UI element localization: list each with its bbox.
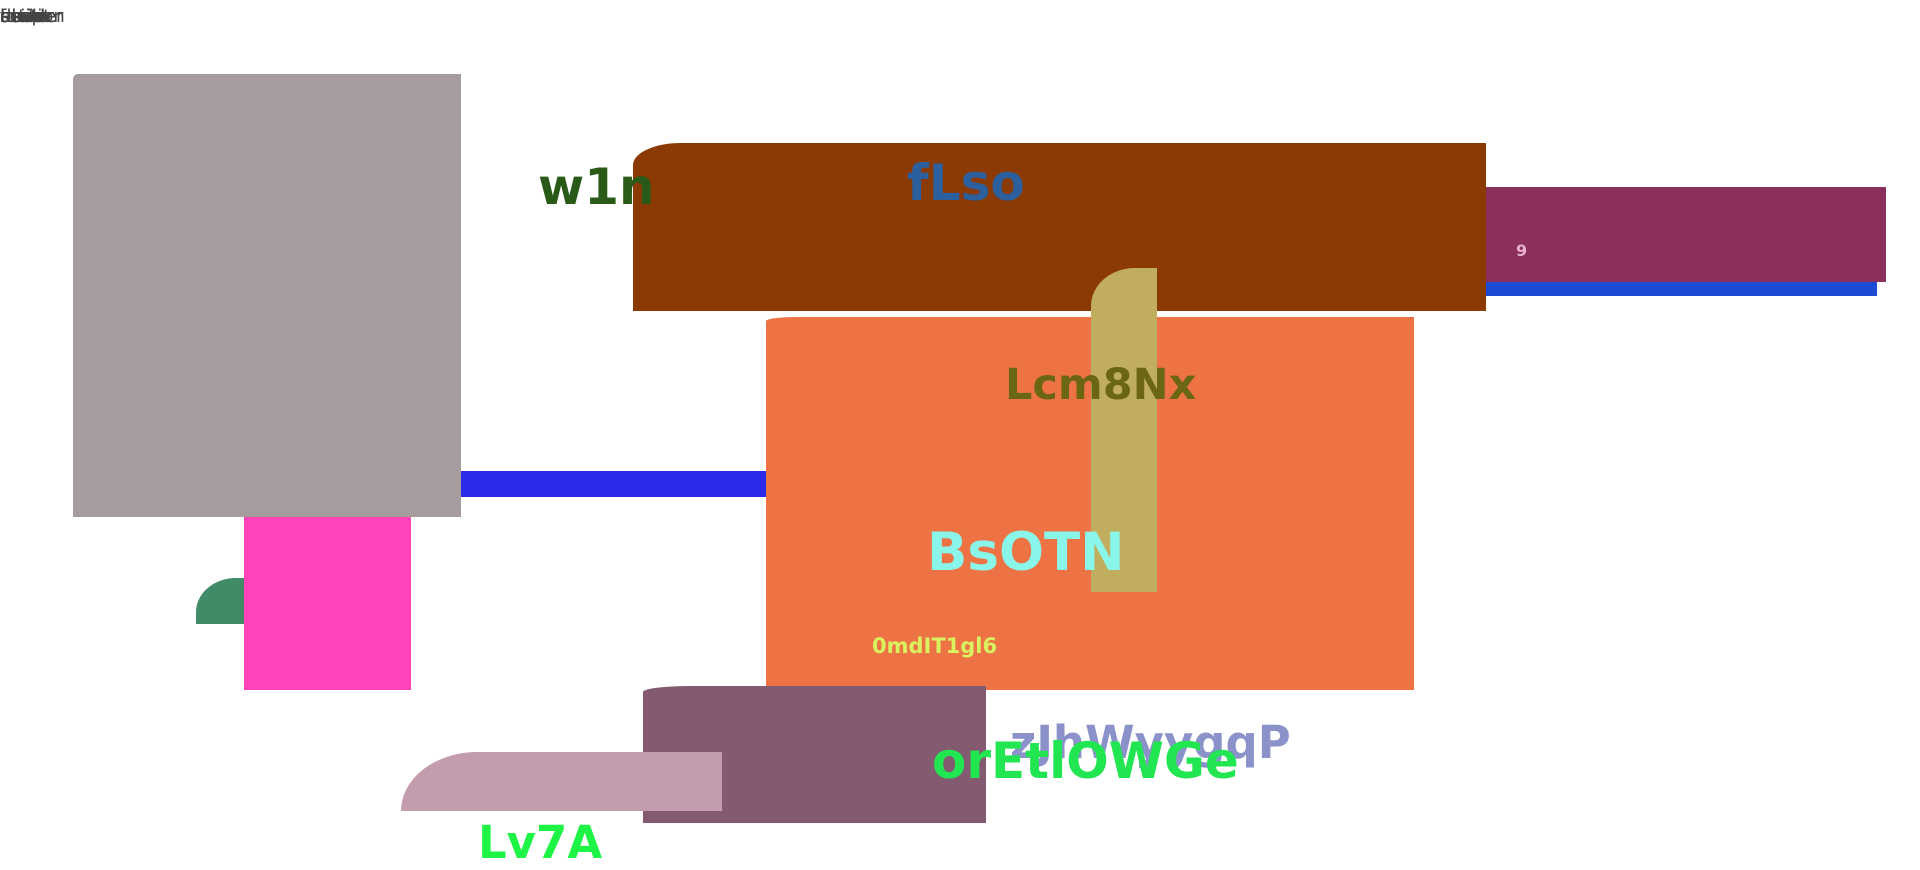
text-oretlowge: orEtlOWGe — [932, 732, 1239, 790]
top-label: article — [0, 6, 57, 27]
text-flso: fLso — [907, 154, 1025, 212]
orange-block — [766, 317, 1414, 690]
top-label: footer — [0, 6, 54, 27]
top-label: header — [0, 6, 64, 27]
text-zjhwyygqp: zJhWyygqP — [1010, 716, 1291, 769]
blue-strip — [1486, 282, 1877, 296]
top-label: aside — [0, 6, 48, 27]
top-label: script — [0, 6, 51, 27]
blue-bar — [455, 471, 775, 497]
text-lv7a: Lv7A — [478, 816, 603, 869]
top-label: section — [0, 6, 65, 27]
top-label: nav — [0, 6, 34, 27]
brown-block — [633, 143, 1486, 311]
text-bsotn: BsOTN — [927, 522, 1125, 583]
text-nine: 9 — [1516, 241, 1528, 260]
khaki-pill — [1091, 268, 1157, 592]
gray-block — [73, 74, 461, 517]
green-quarter-shape — [196, 578, 246, 624]
rose-block — [401, 752, 722, 811]
plum-block — [1486, 187, 1886, 282]
top-label: div — [0, 6, 28, 27]
pink-block — [244, 517, 411, 690]
top-label: main — [0, 6, 45, 27]
text-w1n: w1n — [538, 158, 655, 216]
top-label: ul — [0, 6, 17, 27]
text-0mdit1gl6: 0mdIT1gl6 — [872, 634, 998, 658]
text-lcm8nx: Lcm8Nx — [1005, 360, 1197, 410]
